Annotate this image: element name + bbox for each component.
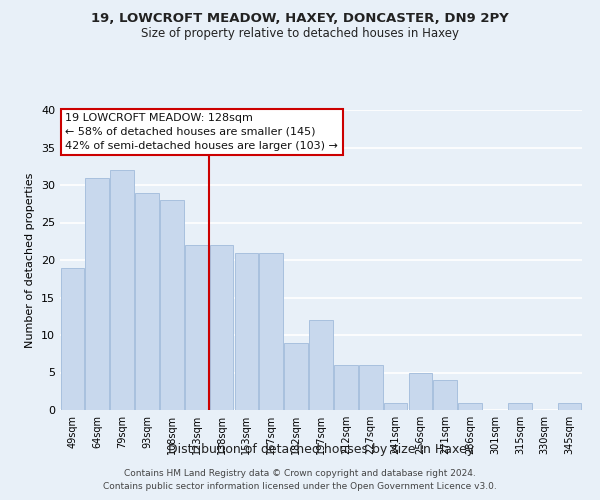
Bar [259, 252, 283, 410]
Bar [185, 245, 209, 410]
Bar [334, 365, 358, 410]
Bar [235, 252, 258, 410]
Bar [135, 192, 159, 410]
Bar [309, 320, 333, 410]
Bar [85, 178, 109, 410]
Bar [409, 372, 432, 410]
Bar [558, 402, 581, 410]
Bar [160, 200, 184, 410]
Bar [433, 380, 457, 410]
Bar [110, 170, 134, 410]
Bar [61, 268, 84, 410]
Text: Size of property relative to detached houses in Haxey: Size of property relative to detached ho… [141, 28, 459, 40]
Bar [359, 365, 383, 410]
Text: Contains public sector information licensed under the Open Government Licence v3: Contains public sector information licen… [103, 482, 497, 491]
Bar [384, 402, 407, 410]
Bar [508, 402, 532, 410]
Text: Contains HM Land Registry data © Crown copyright and database right 2024.: Contains HM Land Registry data © Crown c… [124, 468, 476, 477]
Bar [284, 342, 308, 410]
Bar [458, 402, 482, 410]
Text: 19, LOWCROFT MEADOW, HAXEY, DONCASTER, DN9 2PY: 19, LOWCROFT MEADOW, HAXEY, DONCASTER, D… [91, 12, 509, 26]
Text: Distribution of detached houses by size in Haxey: Distribution of detached houses by size … [168, 442, 474, 456]
Y-axis label: Number of detached properties: Number of detached properties [25, 172, 35, 348]
Text: 19 LOWCROFT MEADOW: 128sqm
← 58% of detached houses are smaller (145)
42% of sem: 19 LOWCROFT MEADOW: 128sqm ← 58% of deta… [65, 113, 338, 151]
Bar [210, 245, 233, 410]
